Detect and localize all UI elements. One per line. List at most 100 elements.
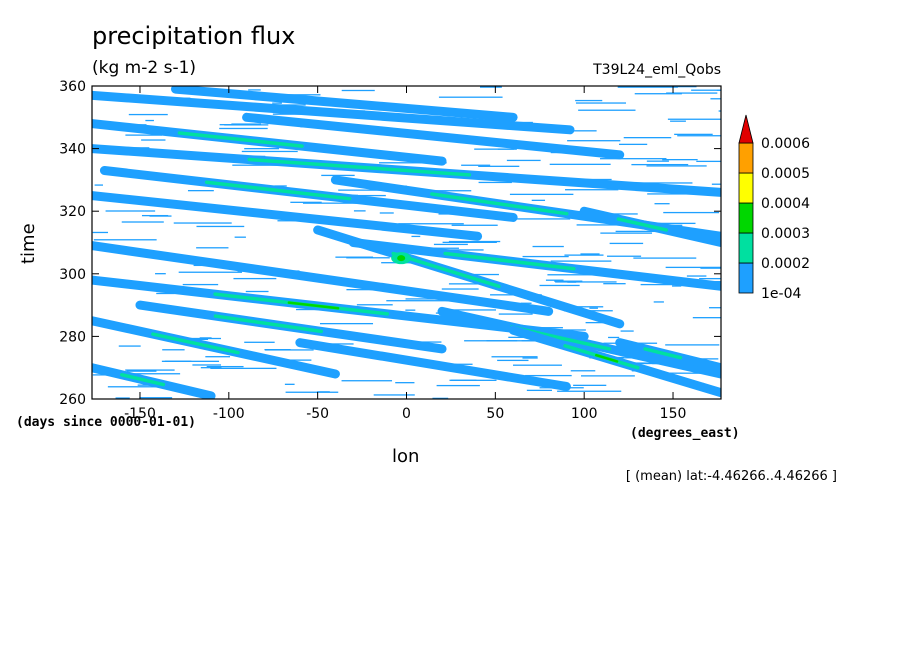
y-tick-label: 260 <box>59 392 86 408</box>
precip-streak <box>609 242 644 245</box>
x-axis: -150 -100 -50 0 50 100 150 <box>124 86 686 422</box>
precip-band-core <box>643 347 683 360</box>
precip-streak <box>567 140 621 142</box>
precip-streak <box>438 96 503 98</box>
precip-streak <box>107 386 162 388</box>
colorbar-swatch <box>738 142 754 174</box>
x-tick-label: 100 <box>571 406 598 422</box>
precip-streak <box>671 86 697 88</box>
colorbar-label: 0.0003 <box>761 226 810 242</box>
precip-streak <box>711 183 721 185</box>
precip-streak <box>285 391 339 393</box>
precip-band-peak <box>595 353 619 363</box>
precip-streak <box>647 193 698 195</box>
colorbar-label: 0.0005 <box>761 166 810 182</box>
precip-streak <box>565 189 619 191</box>
precip-streak <box>600 232 653 234</box>
precip-streak <box>674 133 713 136</box>
precip-streak <box>244 341 275 343</box>
precip-streak <box>118 345 141 347</box>
precip-streak <box>522 255 569 258</box>
precip-streak <box>105 210 156 212</box>
precip-streak <box>432 397 449 399</box>
precip-band-core <box>151 332 240 355</box>
precip-streak <box>686 275 707 277</box>
x-tick-label: -150 <box>124 406 156 422</box>
precip-streak <box>509 193 574 196</box>
precip-streak <box>617 86 678 88</box>
x-tick-label: 0 <box>402 406 411 422</box>
precip-streak <box>265 349 314 351</box>
precip-streak <box>672 285 682 287</box>
precip-streak <box>607 255 642 257</box>
precip-streak <box>448 283 484 285</box>
run-id-label: T39L24_eml_Qobs <box>593 62 721 78</box>
precip-streak <box>608 336 620 339</box>
precip-streak <box>554 280 583 282</box>
precip-streak <box>663 211 720 214</box>
precip-streak <box>200 367 222 369</box>
precip-streak <box>128 113 168 116</box>
colorbar: 1e-04 0.0002 0.0003 0.0004 0.0005 0.0006 <box>738 114 810 302</box>
precip-band-core <box>616 217 669 232</box>
precip-band <box>242 112 625 160</box>
precip-band <box>92 90 575 135</box>
precip-streak <box>284 383 295 385</box>
x-tick-label: -50 <box>306 406 329 422</box>
precip-streak <box>155 273 166 275</box>
precip-streak <box>302 202 362 204</box>
precip-band-core <box>247 157 472 177</box>
precip-streak <box>210 367 277 370</box>
precip-streak <box>451 379 497 381</box>
precip-streak <box>405 309 416 311</box>
precip-streak <box>92 231 109 234</box>
precip-streak <box>126 370 157 372</box>
y-tick-label: 280 <box>59 329 86 345</box>
colorbar-swatch <box>738 202 754 234</box>
precip-streak <box>192 364 222 366</box>
precip-streak <box>279 94 321 96</box>
precip-band-core <box>177 131 304 148</box>
precip-streak <box>532 245 564 248</box>
colorbar-swatch <box>738 262 754 294</box>
precip-streak <box>245 290 269 293</box>
precip-streak <box>570 130 597 132</box>
precip-streak <box>93 239 157 241</box>
precip-streak <box>474 148 517 150</box>
precip-streak <box>486 340 546 342</box>
precip-streak <box>141 214 169 217</box>
precip-streak <box>718 110 721 112</box>
precip-streak <box>646 160 669 162</box>
precip-streak <box>692 317 721 319</box>
precip-streak <box>319 322 374 325</box>
precip-streak <box>448 240 501 243</box>
precip-streak <box>603 283 626 285</box>
precip-streak <box>234 236 246 238</box>
precip-streak <box>164 360 192 362</box>
precip-streak <box>691 89 721 91</box>
precip-streak <box>121 221 164 223</box>
precip-streak <box>513 364 562 366</box>
x-axis-label: lon <box>392 446 420 467</box>
precip-streak <box>272 113 306 115</box>
precip-streak <box>187 189 214 192</box>
colorbar-overflow-triangle <box>738 114 754 144</box>
precip-streak <box>433 243 468 246</box>
precip-streak <box>520 302 532 304</box>
precip-band <box>295 338 571 391</box>
precip-streak <box>436 384 480 387</box>
precip-streak <box>589 307 598 309</box>
precip-streak <box>545 279 564 281</box>
precip-streak <box>341 89 375 92</box>
y-tick-label: 340 <box>59 142 86 158</box>
precip-streak <box>575 99 603 102</box>
precip-band-core <box>443 251 576 271</box>
precip-streak <box>386 300 450 302</box>
precip-streak <box>525 374 572 377</box>
precip-streak <box>576 224 630 226</box>
precip-streak <box>479 86 502 88</box>
precip-streak <box>549 163 611 165</box>
precip-streak <box>461 164 491 166</box>
precip-streak <box>665 266 721 269</box>
precip-streak <box>581 375 635 377</box>
